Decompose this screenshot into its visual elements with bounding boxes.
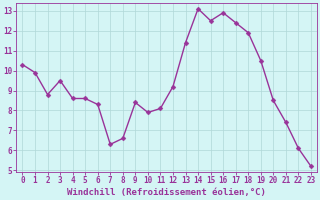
X-axis label: Windchill (Refroidissement éolien,°C): Windchill (Refroidissement éolien,°C) [67,188,266,197]
